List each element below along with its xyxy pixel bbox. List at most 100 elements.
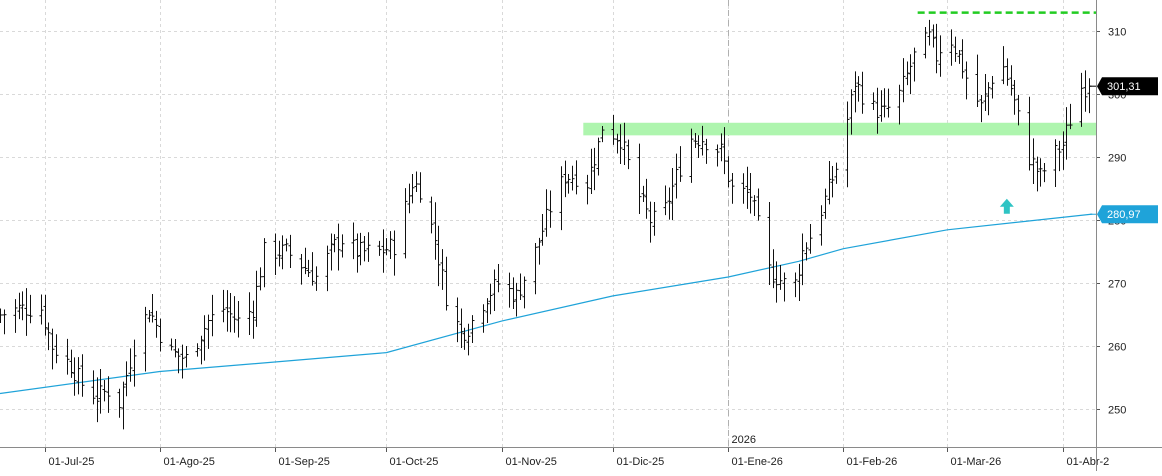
ohlc-bar-177 — [923, 26, 928, 59]
ohlc-bar-11 — [54, 334, 59, 364]
ohlc-bar-41 — [210, 294, 215, 337]
ohlc-bar-34 — [176, 348, 181, 374]
ohlc-bar-149 — [774, 261, 779, 303]
ohlc-bar-44 — [228, 293, 233, 333]
ohlc-bar-72 — [377, 240, 382, 256]
ohlc-bar-199 — [1035, 156, 1040, 192]
ohlc-bar-205 — [1064, 107, 1069, 160]
ohlc-bar-166 — [860, 71, 865, 114]
ohlc-bar-135 — [700, 125, 705, 156]
ohlc-bar-38 — [199, 335, 204, 365]
ohlc-bar-163 — [849, 89, 854, 135]
ma-last-tag-bg — [1097, 205, 1158, 224]
ohlc-bar-46 — [236, 301, 241, 338]
ohlc-bar-84 — [436, 225, 441, 287]
ohlc-bar-116 — [600, 126, 605, 143]
ohlc-bar-184 — [957, 50, 962, 64]
ohlc-bar-139 — [722, 127, 727, 175]
ohlc-bar-64 — [332, 234, 337, 253]
ohlc-bar-106 — [548, 190, 553, 228]
ohlc-bar-104 — [540, 213, 545, 246]
ohlc-bar-51 — [262, 238, 267, 288]
ohlc-bar-0 — [0, 308, 3, 324]
ohlc-bar-111 — [574, 160, 579, 195]
last-price-tag-bg — [1097, 77, 1158, 96]
ohlc-bar-202 — [1053, 139, 1058, 188]
ma-last-tag-text: 280,97 — [1107, 209, 1141, 221]
ohlc-bar-137 — [715, 144, 720, 167]
ohlc-bar-47 — [247, 292, 252, 335]
ohlc-bar-18 — [95, 377, 100, 423]
ohlc-bar-136 — [704, 138, 709, 164]
ohlc-bar-85 — [440, 249, 445, 290]
ohlc-bar-113 — [589, 148, 594, 195]
ohlc-bar-128 — [667, 187, 672, 220]
ohlc-bar-168 — [875, 87, 880, 134]
ohlc-bar-35 — [180, 344, 185, 379]
annotations-front — [917, 11, 1096, 214]
ohlc-bar-102 — [533, 243, 538, 295]
ohlc-bar-115 — [596, 137, 601, 176]
ohlc-bar-143 — [745, 166, 750, 209]
ohlc-bar-134 — [696, 135, 701, 158]
ohlc-bar-114 — [592, 147, 597, 191]
ohlc-bar-26 — [132, 339, 137, 387]
ohlc-bar-167 — [871, 92, 876, 111]
ohlc-bar-57 — [299, 254, 304, 285]
ohlc-bar-48 — [251, 300, 256, 339]
ohlc-bar-49 — [254, 270, 259, 327]
ohlc-bar-36 — [184, 345, 189, 368]
ohlc-bar-54 — [280, 235, 285, 270]
ohlc-bar-146 — [756, 188, 761, 221]
ohlc-bar-200 — [1038, 158, 1043, 187]
ohlc-bar-154 — [800, 233, 805, 286]
ohlc-bar-80 — [414, 171, 419, 192]
ohlc-bar-32 — [169, 338, 174, 351]
ohlc-bar-185 — [960, 39, 965, 79]
ohlc-bar-96 — [496, 263, 501, 293]
ohlc-bar-59 — [306, 259, 311, 277]
up-arrow-icon — [999, 198, 1014, 214]
ohlc-bar-27 — [143, 306, 148, 372]
ohlc-bar-52 — [273, 233, 278, 276]
ohlc-bar-68 — [355, 233, 360, 273]
ohlc-bar-21 — [106, 376, 111, 413]
ohlc-bar-25 — [128, 348, 133, 382]
ohlc-bar-147 — [767, 201, 772, 285]
ohlc-bar-97 — [507, 272, 512, 308]
ohlc-bar-159 — [827, 161, 832, 205]
x-tick-label-4: 01-Nov-25 — [506, 456, 557, 468]
ohlc-bar-15 — [76, 357, 81, 395]
x-tick-label-3: 01-Oct-25 — [390, 456, 439, 468]
support-zone-band — [583, 122, 1096, 136]
ohlc-bar-99 — [514, 282, 519, 317]
ohlc-bar-187 — [975, 54, 980, 108]
ohlc-bar-7 — [39, 294, 44, 325]
ohlc-bar-189 — [983, 74, 988, 112]
ohlc-bar-160 — [830, 166, 835, 198]
ohlc-bar-164 — [853, 71, 858, 113]
ohlc-bar-122 — [637, 143, 642, 215]
ohlc-bar-94 — [488, 283, 493, 315]
ohlc-bar-4 — [20, 291, 25, 321]
ohlc-bar-109 — [566, 174, 571, 194]
ohlc-bar-10 — [50, 328, 55, 370]
ohlc-bar-152 — [793, 272, 798, 298]
ohlc-bar-82 — [429, 196, 434, 234]
ohlc-bar-133 — [693, 132, 698, 149]
ohlc-bar-141 — [730, 172, 735, 204]
last-price-tag-text: 301,31 — [1107, 81, 1141, 93]
ohlc-bar-79 — [410, 173, 415, 204]
ohlc-bar-181 — [938, 35, 943, 77]
price-tags: 280,97 301,31 — [1090, 77, 1158, 224]
ohlc-bar-140 — [726, 156, 731, 188]
x-tick-label-7: 01-Feb-26 — [847, 456, 898, 468]
ohlc-bar-193 — [1005, 58, 1010, 86]
ohlc-bar-165 — [856, 76, 861, 102]
ohlc-bar-157 — [819, 205, 824, 246]
ohlc-bar-16 — [80, 354, 85, 397]
ohlc-bar-101 — [522, 276, 527, 309]
ohlc-bar-88 — [459, 308, 464, 348]
